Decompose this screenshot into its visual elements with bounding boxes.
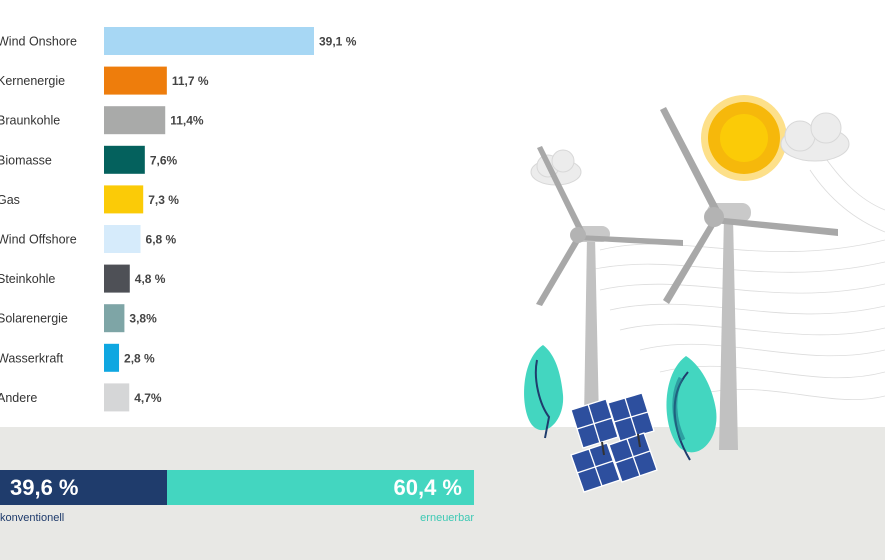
bar — [104, 145, 145, 174]
bar — [104, 343, 120, 372]
value-label: 4,7% — [134, 391, 162, 405]
bar — [104, 225, 141, 253]
value-label: 4,8 % — [135, 272, 166, 286]
bar — [104, 304, 125, 333]
bar — [104, 264, 130, 293]
sun-icon — [701, 95, 787, 181]
conventional-percent: 39,6 % — [10, 474, 79, 500]
tree-icon — [524, 345, 564, 439]
value-label: 39,1 % — [319, 35, 357, 49]
value-label: 11,7 % — [172, 74, 209, 88]
value-label: 7,6% — [150, 153, 178, 167]
renewable-segment: 60,4 % — [167, 470, 474, 505]
category-label: Andere — [0, 391, 37, 405]
value-label: 2,8 % — [124, 351, 155, 365]
wave-lines — [589, 149, 885, 401]
value-label: 11,4% — [170, 114, 204, 128]
category-label: Wasserkraft — [0, 351, 64, 365]
renewable-percent: 60,4 % — [393, 474, 462, 500]
bar-chart: Wind Onshore 39,1 % Kernenergie 11,7 % Braun… — [0, 27, 357, 412]
category-label: Wind Onshore — [0, 35, 77, 49]
solar-panel-icon — [570, 392, 658, 493]
category-label: Wind Offshore — [0, 233, 77, 247]
value-label: 3,8% — [129, 312, 157, 326]
conventional-label: konventionell — [0, 512, 65, 524]
bar — [104, 27, 314, 55]
renewable-label: erneuerbar — [420, 512, 474, 524]
category-label: Biomasse — [0, 153, 52, 167]
wind-turbine-icon — [536, 146, 683, 420]
bar — [104, 106, 166, 135]
category-label: Braunkohle — [0, 114, 60, 128]
cloud-icon — [780, 112, 850, 162]
tree-icon — [666, 356, 717, 461]
value-label: 6,8 % — [146, 233, 177, 247]
category-label: Steinkohle — [0, 272, 55, 286]
category-label: Kernenergie — [0, 74, 65, 88]
category-label: Gas — [0, 193, 20, 207]
conventional-renewable-split-bar: 39,6 % 60,4 % — [0, 470, 474, 505]
bar — [104, 383, 130, 412]
conventional-segment: 39,6 % — [0, 470, 168, 505]
bar — [104, 66, 167, 95]
value-label: 7,3 % — [148, 193, 179, 207]
category-label: Solarenergie — [0, 312, 68, 326]
bar — [104, 185, 144, 214]
wind-turbine-icon — [660, 107, 838, 450]
